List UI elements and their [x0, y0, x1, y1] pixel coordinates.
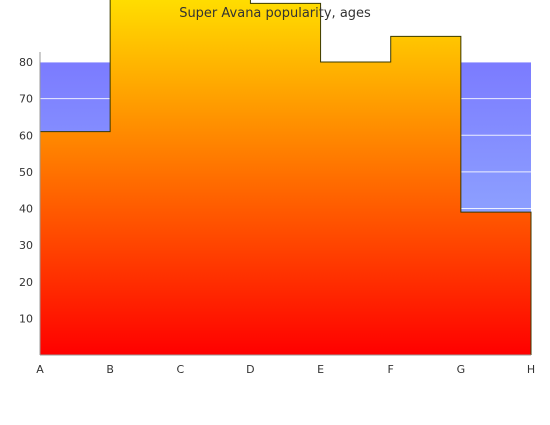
y-tick-labels: 10 20 30 40 50 60 70 80 — [19, 56, 33, 325]
y-tick-label-60: 60 — [19, 129, 33, 142]
x-tick-label-B: B — [106, 363, 114, 376]
y-tick-label-80: 80 — [19, 56, 33, 69]
x-tick-label-E: E — [317, 363, 324, 376]
y-tick-label-40: 40 — [19, 203, 33, 216]
x-tick-label-G: G — [457, 363, 466, 376]
y-tick-label-50: 50 — [19, 166, 33, 179]
axes — [39, 52, 531, 356]
series-area-layer — [39, 0, 532, 355]
y-tick-label-20: 20 — [19, 276, 33, 289]
x-tick-label-C: C — [176, 363, 184, 376]
x-tick-label-A: A — [36, 363, 44, 376]
y-tick-label-10: 10 — [19, 312, 33, 325]
x-tick-labels: A B C D E F G H — [36, 363, 535, 376]
y-tick-label-70: 70 — [19, 93, 33, 106]
x-tick-label-F: F — [388, 363, 394, 376]
chart-title: Super Avana popularity, ages — [179, 6, 371, 21]
x-tick-label-H: H — [527, 363, 535, 376]
series-area — [39, 0, 532, 355]
y-tick-label-30: 30 — [19, 239, 33, 252]
x-tick-label-D: D — [246, 363, 254, 376]
